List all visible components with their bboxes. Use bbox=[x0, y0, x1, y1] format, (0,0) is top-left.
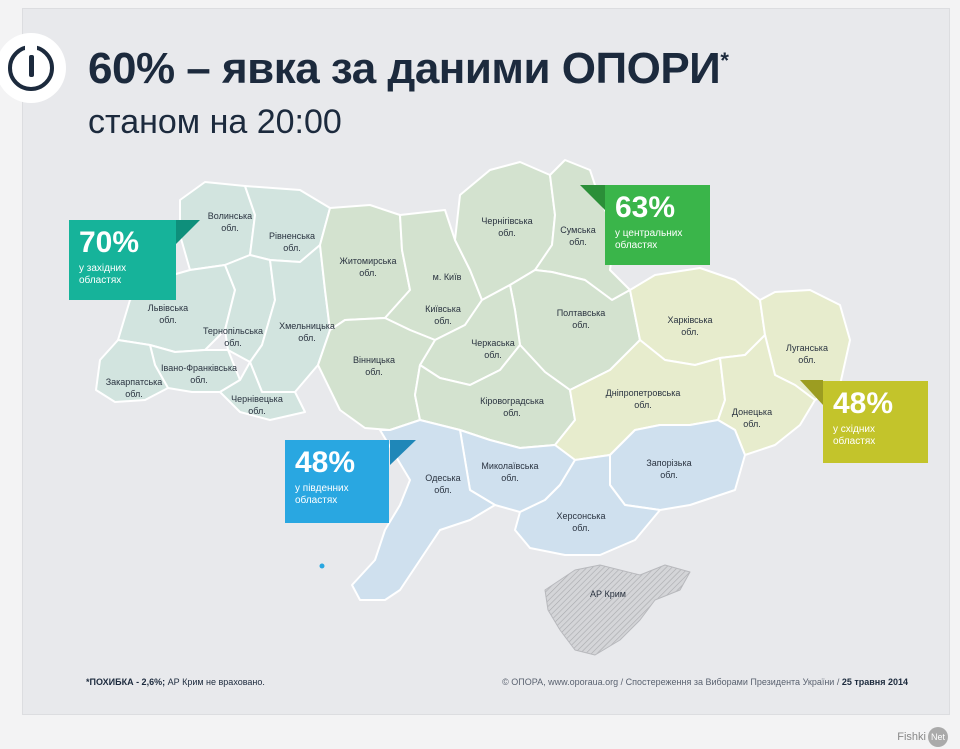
label-zaporizhzhia: Запорізька bbox=[646, 458, 691, 468]
svg-text:обл.: обл. bbox=[798, 355, 816, 365]
east-callout-arrow bbox=[800, 380, 823, 405]
opora-logo-icon bbox=[8, 45, 54, 91]
label-zhytomyr: Житомирська bbox=[340, 256, 397, 266]
label-chernihiv: Чернігівська bbox=[481, 216, 532, 226]
svg-text:обл.: обл. bbox=[743, 419, 761, 429]
east-callout-text: у східних областях bbox=[833, 424, 876, 447]
label-crimea: АР Крим bbox=[590, 589, 626, 599]
svg-text:обл.: обл. bbox=[283, 243, 301, 253]
source-credit: © ОПОРА, www.oporaua.org / Спостереження… bbox=[502, 677, 908, 687]
label-zakarpattia: Закарпатська bbox=[106, 377, 163, 387]
south-turnout-value: 48% bbox=[295, 446, 356, 479]
region-zakarpattia bbox=[95, 339, 169, 403]
west-callout: 70% у західних областях bbox=[69, 220, 176, 300]
center-turnout-value: 63% bbox=[615, 191, 676, 224]
watermark: Fishki Net bbox=[897, 727, 948, 747]
label-kirovohrad: Кіровоградська bbox=[480, 396, 544, 406]
svg-text:обл.: обл. bbox=[503, 408, 521, 418]
svg-text:обл.: обл. bbox=[298, 333, 316, 343]
svg-text:обл.: обл. bbox=[434, 485, 452, 495]
label-khmelnytskyi: Хмельницька bbox=[279, 321, 335, 331]
region-khmelnytskyi bbox=[249, 244, 331, 393]
label-chernivtsi: Чернівецька bbox=[231, 394, 283, 404]
snake-island-marker bbox=[319, 563, 325, 569]
label-odesa: Одеська bbox=[425, 473, 460, 483]
label-vinnytsia: Вінницька bbox=[353, 355, 395, 365]
svg-text:обл.: обл. bbox=[224, 338, 242, 348]
label-kherson: Херсонська bbox=[557, 511, 606, 521]
label-volyn: Волинська bbox=[208, 211, 252, 221]
region-kherson bbox=[514, 454, 661, 556]
svg-text:обл.: обл. bbox=[365, 367, 383, 377]
region-crimea bbox=[544, 564, 691, 656]
page-subtitle: станом на 20:00 bbox=[88, 103, 342, 141]
south-callout: 48% у південних областях bbox=[285, 440, 389, 523]
label-ternopil: Тернопільська bbox=[203, 326, 263, 336]
region-odesa bbox=[351, 419, 496, 601]
east-callout: 48% у східних областях bbox=[823, 381, 928, 463]
svg-text:обл.: обл. bbox=[572, 523, 590, 533]
label-kharkiv: Харківська bbox=[668, 315, 713, 325]
center-callout-text: у центральних областях bbox=[615, 228, 683, 251]
region-chernivtsi bbox=[219, 361, 306, 421]
label-mykolaiv: Миколаївська bbox=[481, 461, 538, 471]
label-sumy: Сумська bbox=[560, 225, 595, 235]
svg-text:обл.: обл. bbox=[572, 320, 590, 330]
west-turnout-value: 70% bbox=[79, 226, 140, 259]
svg-text:обл.: обл. bbox=[660, 470, 678, 480]
west-callout-arrow bbox=[175, 220, 200, 245]
center-callout: 63% у центральних областях bbox=[605, 185, 710, 265]
svg-text:обл.: обл. bbox=[159, 315, 177, 325]
label-ivano-frankivsk: Івано-Франківська bbox=[161, 363, 237, 373]
svg-text:обл.: обл. bbox=[501, 473, 519, 483]
svg-text:обл.: обл. bbox=[434, 316, 452, 326]
svg-text:обл.: обл. bbox=[359, 268, 377, 278]
label-kyiv-city: м. Київ bbox=[433, 272, 462, 282]
svg-text:обл.: обл. bbox=[484, 350, 502, 360]
watermark-badge: Net bbox=[928, 727, 948, 747]
south-callout-text: у південних областях bbox=[295, 483, 349, 506]
label-cherkasy: Черкаська bbox=[471, 338, 514, 348]
label-kyiv: Київська bbox=[425, 304, 461, 314]
center-callout-arrow bbox=[580, 185, 605, 210]
label-donetsk: Донецька bbox=[732, 407, 772, 417]
svg-text:обл.: обл. bbox=[498, 228, 516, 238]
svg-text:обл.: обл. bbox=[681, 327, 699, 337]
page-title: 60% – явка за даними ОПОРИ* bbox=[88, 44, 729, 93]
east-turnout-value: 48% bbox=[833, 387, 894, 420]
label-dnipro: Дніпропетровська bbox=[606, 388, 681, 398]
label-luhansk: Луганська bbox=[786, 343, 828, 353]
svg-text:обл.: обл. bbox=[221, 223, 239, 233]
label-lviv: Львівська bbox=[148, 303, 188, 313]
svg-text:обл.: обл. bbox=[634, 400, 652, 410]
footnote: *ПОХИБКА - 2,6%; АР Крим не враховано. bbox=[86, 677, 265, 687]
opora-logo bbox=[0, 33, 66, 103]
svg-text:обл.: обл. bbox=[190, 375, 208, 385]
svg-text:обл.: обл. bbox=[248, 406, 266, 416]
label-poltava: Полтавська bbox=[557, 308, 606, 318]
west-callout-text: у західних областях bbox=[79, 263, 127, 286]
svg-text:обл.: обл. bbox=[125, 389, 143, 399]
svg-text:обл.: обл. bbox=[569, 237, 587, 247]
label-rivne: Рівненська bbox=[269, 231, 315, 241]
south-callout-arrow bbox=[390, 440, 416, 465]
